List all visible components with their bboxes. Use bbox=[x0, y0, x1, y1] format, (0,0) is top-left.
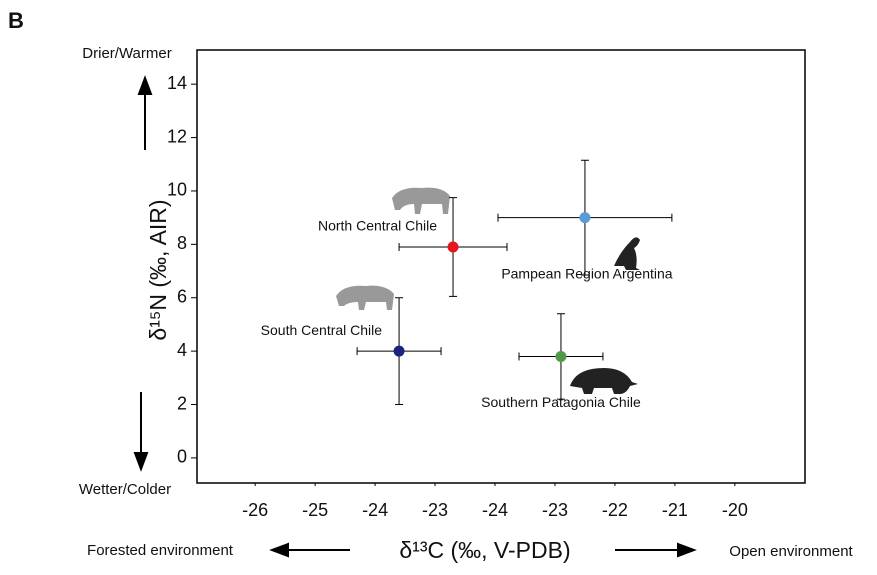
animal-silhouettes bbox=[336, 187, 640, 394]
x-tick-label: -23 bbox=[542, 500, 568, 520]
x-tick-label: -25 bbox=[302, 500, 328, 520]
y-axis-label: δ¹⁵N (‰, AIR) bbox=[145, 199, 171, 340]
x-tick-label: -20 bbox=[722, 500, 748, 520]
y-arrows bbox=[133, 75, 697, 558]
y-bottom-annotation: Wetter/Colder bbox=[79, 481, 171, 498]
series-label: North Central Chile bbox=[318, 218, 437, 234]
y-top-annotation: Drier/Warmer bbox=[82, 45, 171, 62]
y-tick-label: 10 bbox=[167, 180, 187, 200]
y-tick-label: 12 bbox=[167, 126, 187, 146]
point bbox=[447, 241, 459, 253]
x-tick-label: -26 bbox=[242, 500, 268, 520]
x-left-annotation: Forested environment bbox=[87, 542, 234, 559]
series-label: Southern Patagonia Chile bbox=[481, 394, 641, 410]
point bbox=[555, 350, 567, 362]
plot-frame bbox=[196, 49, 806, 484]
x-tick-label: -21 bbox=[662, 500, 688, 520]
panel-label: B bbox=[8, 8, 24, 33]
x-tick-label: -23 bbox=[422, 500, 448, 520]
y-tick-label: 6 bbox=[177, 286, 187, 306]
y-tick-label: 8 bbox=[177, 233, 187, 253]
point bbox=[579, 212, 591, 224]
x-right-annotation: Open environment bbox=[729, 543, 853, 560]
series-label: South Central Chile bbox=[261, 322, 383, 338]
x-tick-label: -24 bbox=[482, 500, 508, 520]
y-tick-label: 2 bbox=[177, 393, 187, 413]
series-label: Pampean Region Argentina bbox=[501, 265, 672, 281]
x-axis-label: δ¹³C (‰, V-PDB) bbox=[399, 537, 570, 563]
x-tick-label: -24 bbox=[362, 500, 388, 520]
point bbox=[393, 345, 405, 357]
y-tick-label: 0 bbox=[177, 447, 187, 467]
y-tick-label: 14 bbox=[167, 73, 187, 93]
x-tick-label: -22 bbox=[602, 500, 628, 520]
y-tick-label: 4 bbox=[177, 340, 187, 360]
